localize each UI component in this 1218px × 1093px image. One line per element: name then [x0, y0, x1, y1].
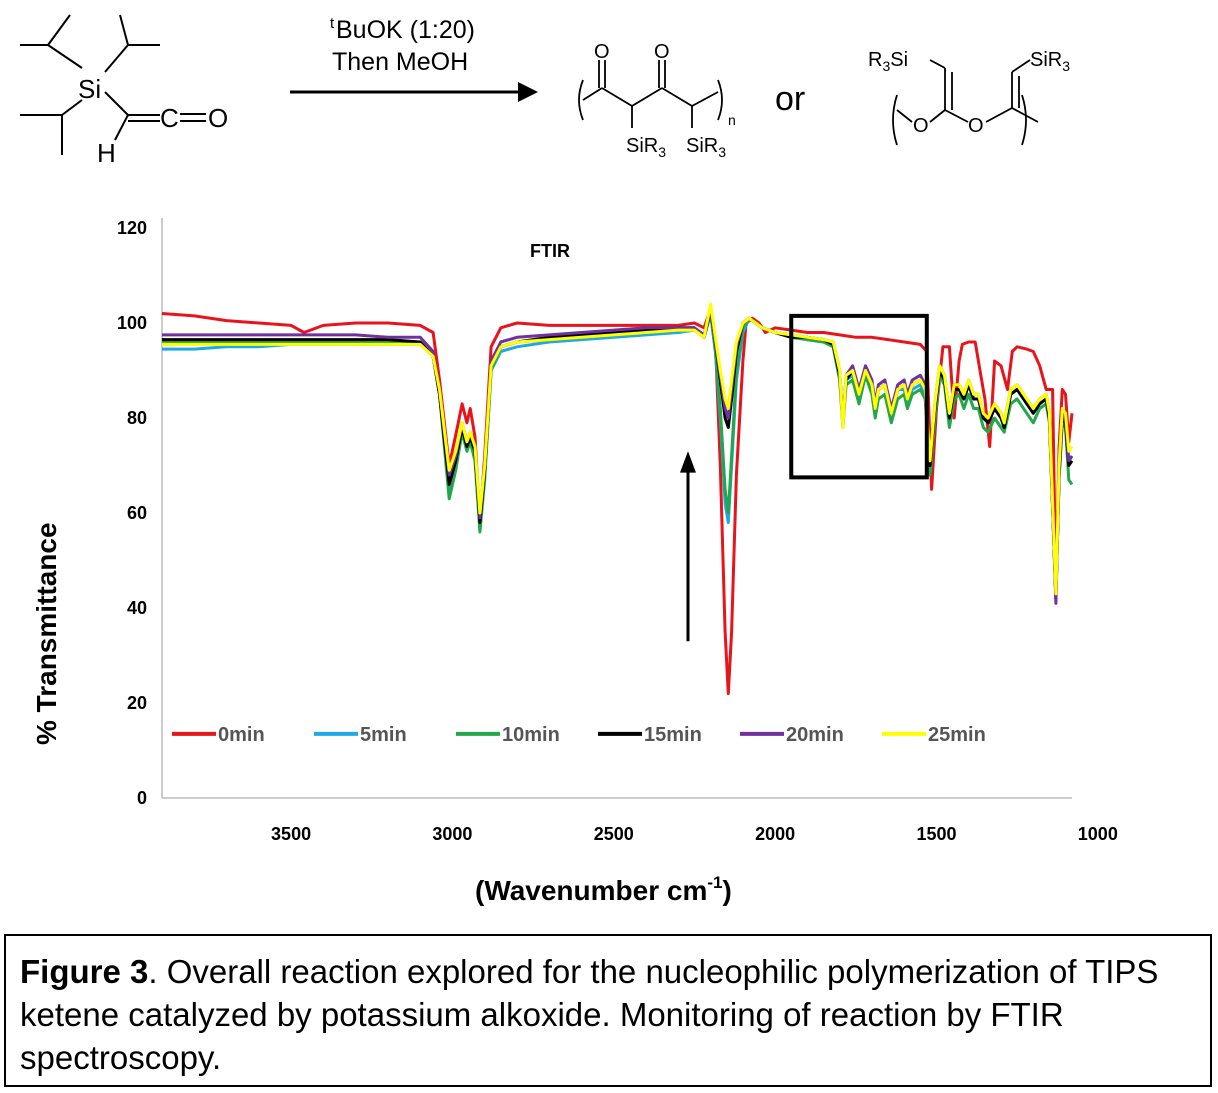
reagent-line-2: Then MeOH [332, 48, 468, 76]
x-tick-label: 1500 [916, 824, 956, 844]
series-group [161, 302, 1074, 695]
sir3-label-2: SiR3 [686, 135, 726, 160]
series-line-10min [162, 312, 1074, 600]
y-tick-label: 80 [127, 408, 147, 428]
legend-label-0min: 0min [218, 724, 265, 746]
sir3-label-1: SiR3 [626, 135, 666, 160]
reagent-superscript: t [330, 15, 335, 32]
x-axis-label: (Wavenumber cm-1) [475, 873, 732, 906]
x-tick-label: 3500 [271, 824, 311, 844]
reaction-arrowhead [518, 82, 538, 102]
legend-label-10min: 10min [502, 724, 560, 746]
x-tick-label: 2500 [594, 824, 634, 844]
reaction-scheme: Si C O H t BuOK (1:20) Then MeOH O O SiR… [20, 14, 1070, 168]
legend: 0min 5min 10min 15min 20min 25min [172, 724, 986, 746]
caption-text: . Overall reaction explored for the nucl… [20, 953, 1159, 1076]
ftir-chart: 0 20 40 60 80 100 120 3500 3000 2500 2000 1500 1000… [31, 218, 1118, 906]
y-tick-label: 0 [137, 788, 147, 808]
figure-caption: Figure 3. Overall reaction explored for … [4, 934, 1212, 1087]
sir3-label-3: SiR3 [1030, 49, 1070, 74]
y-tick-label: 100 [117, 313, 147, 333]
legend-label-25min: 25min [928, 724, 986, 746]
y-tick-label: 60 [127, 503, 147, 523]
ketene-oxygen-label: O [208, 103, 228, 133]
silicon-label: Si [78, 74, 101, 104]
legend-label-20min: 20min [786, 724, 844, 746]
ketene-carbon-label: C [160, 103, 179, 133]
hydrogen-label: H [97, 138, 116, 168]
chart-title: FTIR [530, 241, 570, 261]
y-tick-label: 40 [127, 598, 147, 618]
polyketone-structure [578, 60, 723, 128]
y-axis-label: % Transmittance [31, 522, 62, 745]
or-label: or [775, 80, 805, 118]
ether-oxygen-1: O [913, 115, 929, 137]
y-tick-label: 120 [117, 218, 147, 238]
x-tick-label: 3000 [432, 824, 472, 844]
series-line-20min [162, 307, 1074, 605]
y-tick-label: 20 [127, 693, 147, 713]
ketone-oxygen-1: O [594, 41, 610, 63]
series-line-25min [162, 302, 1074, 596]
x-tick-labels: 3500 3000 2500 2000 1500 1000 [271, 824, 1118, 844]
highlight-box [789, 313, 929, 480]
repeat-unit-n: n [728, 112, 736, 128]
x-tick-label: 2000 [755, 824, 795, 844]
annotation-arrow [679, 451, 696, 642]
series-line-0min [161, 307, 1074, 695]
x-tick-label: 1000 [1078, 824, 1118, 844]
legend-label-5min: 5min [360, 724, 407, 746]
legend-label-15min: 15min [644, 724, 702, 746]
reagent-line-1: BuOK (1:20) [336, 16, 475, 44]
y-tick-labels: 0 20 40 60 80 100 120 [117, 218, 147, 808]
series-line-5min [162, 312, 1074, 600]
caption-label: Figure 3 [20, 953, 149, 990]
ketone-oxygen-2: O [654, 41, 670, 63]
series-line-15min [162, 307, 1074, 600]
polyenolate-structure [892, 59, 1039, 146]
tips-ketene-structure [20, 14, 206, 155]
ether-oxygen-2: O [968, 115, 984, 137]
r3si-label: R3Si [868, 49, 908, 74]
